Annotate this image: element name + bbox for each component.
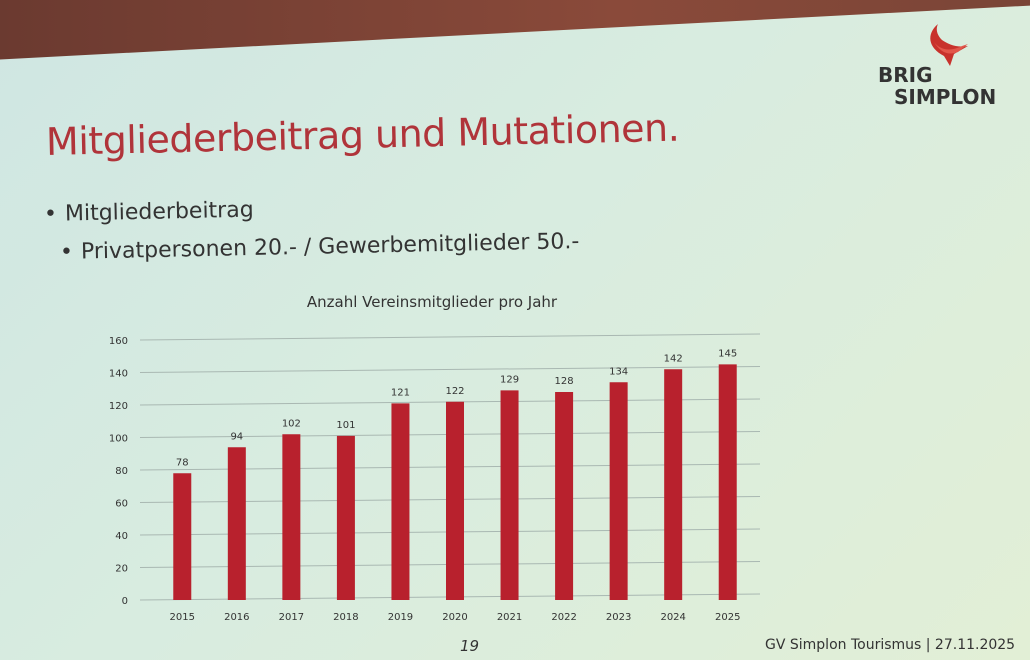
- data-label: 134: [609, 366, 628, 377]
- data-label: 122: [445, 386, 464, 397]
- x-tick-label: 2015: [170, 612, 195, 623]
- x-tick-label: 2025: [715, 612, 740, 623]
- data-label: 145: [718, 348, 737, 359]
- data-label: 129: [500, 374, 519, 385]
- data-label: 142: [664, 353, 683, 364]
- bar-2018: [336, 435, 355, 600]
- gridline: [139, 333, 761, 341]
- y-tick-label: 140: [109, 369, 128, 380]
- logo-line-1: BRIG: [878, 63, 933, 87]
- x-tick-label: 2017: [279, 612, 304, 623]
- bird-icon: [930, 24, 968, 66]
- bar-2023: [609, 382, 628, 600]
- chart-title: Anzahl Vereinsmitglieder pro Jahr: [307, 293, 558, 311]
- y-tick-label: 120: [109, 401, 128, 412]
- data-label: 101: [336, 420, 355, 431]
- page-number: 19: [460, 637, 480, 655]
- footer-info: GV Simplon Tourismus | 27.11.2025: [765, 637, 1016, 653]
- bar-2017: [282, 434, 301, 600]
- x-tick-label: 2020: [442, 612, 467, 623]
- bar-2020: [446, 401, 464, 600]
- x-tick-label: 2019: [388, 612, 413, 623]
- y-tick-label: 60: [115, 499, 128, 510]
- bar-2016: [227, 447, 246, 600]
- logo-line-2: SIMPLON: [894, 85, 997, 109]
- gridline: [139, 366, 761, 373]
- x-tick-label: 2022: [551, 612, 576, 623]
- y-tick-label: 0: [122, 596, 128, 607]
- bar-2025: [718, 364, 737, 600]
- y-tick-label: 40: [115, 531, 128, 542]
- bar-2022: [555, 392, 574, 600]
- bar-2024: [664, 369, 683, 600]
- y-tick-label: 20: [115, 564, 128, 575]
- data-label: 121: [391, 387, 410, 398]
- x-tick-label: 2021: [497, 612, 522, 623]
- data-label: 94: [230, 431, 243, 442]
- data-label: 102: [282, 418, 301, 429]
- y-tick-label: 100: [109, 434, 128, 445]
- brig-simplon-logo: BRIG SIMPLON: [878, 20, 1018, 115]
- x-tick-label: 2024: [660, 612, 685, 623]
- data-label: 78: [176, 457, 189, 468]
- y-tick-label: 80: [115, 466, 128, 477]
- data-label: 128: [555, 376, 574, 387]
- x-tick-label: 2018: [333, 612, 358, 623]
- bar-2019: [391, 403, 410, 600]
- x-tick-label: 2016: [224, 612, 249, 623]
- bar-2021: [500, 390, 519, 600]
- x-tick-label: 2023: [606, 612, 631, 623]
- y-tick-label: 160: [109, 336, 128, 347]
- bar-2015: [173, 473, 192, 600]
